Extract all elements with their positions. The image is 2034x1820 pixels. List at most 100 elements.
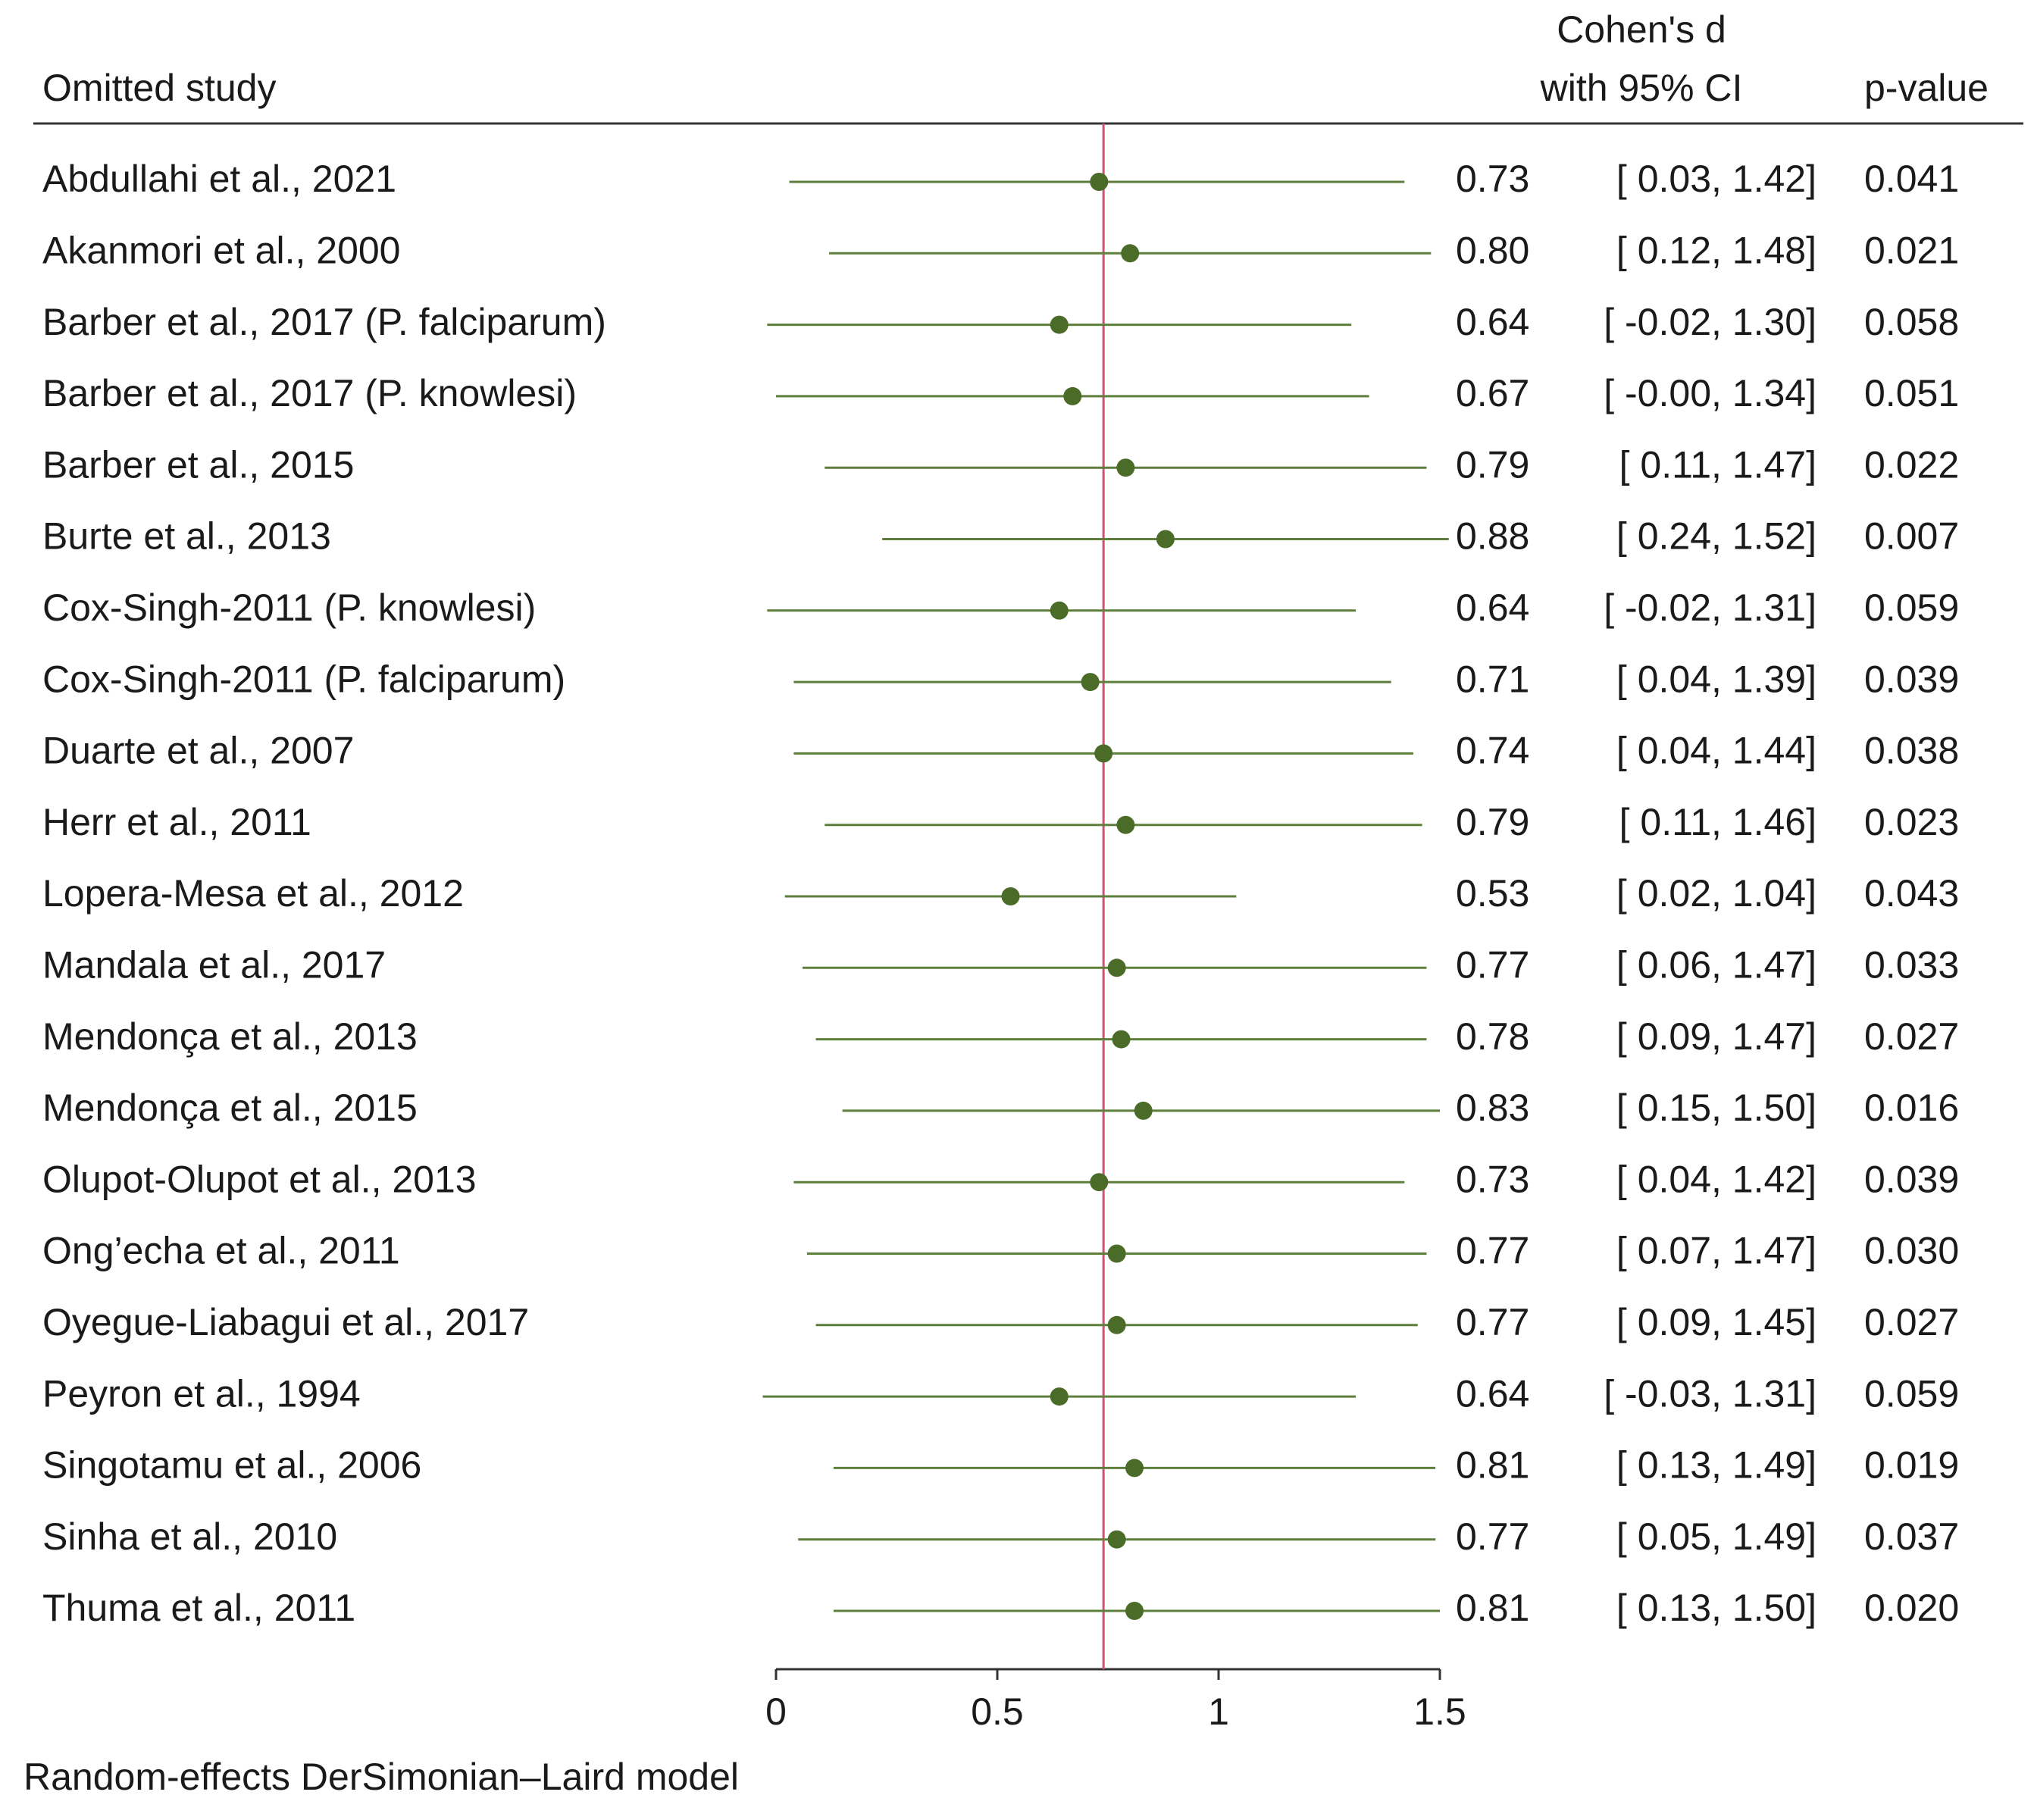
ci-label: [ 0.24, 1.52] <box>1616 515 1817 558</box>
ci-label: [ -0.03, 1.31] <box>1604 1372 1817 1415</box>
x-tick-label: 0.5 <box>971 1690 1024 1733</box>
study-label: Herr et al., 2011 <box>42 801 311 843</box>
study-label: Singotamu et al., 2006 <box>42 1444 421 1487</box>
study-label: Ong’echa et al., 2011 <box>42 1230 400 1272</box>
p-value: 0.039 <box>1864 1158 1959 1200</box>
p-value: 0.007 <box>1864 515 1959 558</box>
point-estimate <box>1125 1459 1144 1478</box>
study-label: Barber et al., 2015 <box>42 443 354 486</box>
point-estimate <box>1050 1387 1069 1406</box>
p-value: 0.051 <box>1864 372 1959 414</box>
p-value: 0.038 <box>1864 730 1959 772</box>
effect-label: 0.81 <box>1456 1444 1529 1487</box>
effect-label: 0.83 <box>1456 1087 1529 1129</box>
p-value: 0.059 <box>1864 586 1959 629</box>
effect-label: 0.77 <box>1456 1230 1529 1272</box>
study-label: Oyegue-Liabagui et al., 2017 <box>42 1301 529 1343</box>
study-label: Barber et al., 2017 (P. knowlesi) <box>42 372 577 414</box>
point-estimate <box>1121 244 1140 263</box>
x-tick-label: 0 <box>765 1690 787 1733</box>
p-value: 0.016 <box>1864 1087 1959 1129</box>
ci-label: [ 0.05, 1.49] <box>1616 1515 1817 1558</box>
effect-label: 0.77 <box>1456 944 1529 987</box>
study-label: Mendonça et al., 2015 <box>42 1087 418 1129</box>
ci-label: [ 0.04, 1.39] <box>1616 658 1817 700</box>
study-label: Burte et al., 2013 <box>42 515 331 558</box>
footer-note: Random-effects DerSimonian–Laird model <box>23 1756 739 1798</box>
effect-label: 0.81 <box>1456 1587 1529 1629</box>
study-label: Mandala et al., 2017 <box>42 944 386 987</box>
column-header: Cohen's d <box>1557 8 1726 51</box>
p-value: 0.027 <box>1864 1301 1959 1343</box>
ci-label: [ 0.04, 1.42] <box>1616 1158 1817 1200</box>
p-value: 0.058 <box>1864 301 1959 343</box>
p-value: 0.021 <box>1864 230 1959 272</box>
study-label: Cox-Singh-2011 (P. knowlesi) <box>42 586 536 629</box>
effect-label: 0.71 <box>1456 658 1529 700</box>
study-label: Peyron et al., 1994 <box>42 1372 361 1415</box>
study-label: Mendonça et al., 2013 <box>42 1015 418 1058</box>
point-estimate <box>1090 173 1109 191</box>
study-label: Duarte et al., 2007 <box>42 730 354 772</box>
ci-label: [ 0.12, 1.48] <box>1616 230 1817 272</box>
ci-label: [ 0.02, 1.04] <box>1616 872 1817 915</box>
study-label: Akanmori et al., 2000 <box>42 230 401 272</box>
p-value: 0.033 <box>1864 944 1959 987</box>
point-estimate <box>1090 1173 1109 1192</box>
x-tick-label: 1.5 <box>1413 1690 1466 1733</box>
p-value: 0.039 <box>1864 658 1959 700</box>
point-estimate <box>1107 1244 1126 1263</box>
effect-label: 0.79 <box>1456 443 1529 486</box>
point-estimate <box>1112 1030 1131 1049</box>
study-label: Lopera-Mesa et al., 2012 <box>42 872 464 915</box>
p-value: 0.023 <box>1864 801 1959 843</box>
study-label: Sinha et al., 2010 <box>42 1515 337 1558</box>
point-estimate <box>1081 673 1100 692</box>
study-label: Olupot-Olupot et al., 2013 <box>42 1158 477 1200</box>
study-label: Cox-Singh-2011 (P. falciparum) <box>42 658 565 700</box>
ci-label: [ 0.11, 1.47] <box>1619 443 1817 486</box>
point-estimate <box>1107 1530 1126 1549</box>
ci-label: [ 0.03, 1.42] <box>1616 158 1817 200</box>
p-value: 0.020 <box>1864 1587 1959 1629</box>
column-header: p-value <box>1864 67 1989 109</box>
ci-label: [ -0.02, 1.31] <box>1604 586 1817 629</box>
effect-label: 0.77 <box>1456 1515 1529 1558</box>
effect-label: 0.64 <box>1456 301 1529 343</box>
p-value: 0.027 <box>1864 1015 1959 1058</box>
p-value: 0.022 <box>1864 443 1959 486</box>
effect-label: 0.80 <box>1456 230 1529 272</box>
effect-label: 0.73 <box>1456 1158 1529 1200</box>
point-estimate <box>1050 315 1069 334</box>
ci-label: [ 0.07, 1.47] <box>1616 1230 1817 1272</box>
point-estimate <box>1001 887 1020 905</box>
column-header: Omitted study <box>42 67 276 109</box>
ci-label: [ 0.11, 1.46] <box>1619 801 1817 843</box>
effect-label: 0.78 <box>1456 1015 1529 1058</box>
point-estimate <box>1050 601 1069 620</box>
p-value: 0.041 <box>1864 158 1959 200</box>
p-value: 0.019 <box>1864 1444 1959 1487</box>
ci-label: [ 0.04, 1.44] <box>1616 730 1817 772</box>
ci-label: [ 0.09, 1.47] <box>1616 1015 1817 1058</box>
p-value: 0.043 <box>1864 872 1959 915</box>
point-estimate <box>1107 1315 1126 1334</box>
effect-label: 0.53 <box>1456 872 1529 915</box>
effect-label: 0.73 <box>1456 158 1529 200</box>
study-label: Barber et al., 2017 (P. falciparum) <box>42 301 606 343</box>
column-header: with 95% CI <box>1540 67 1743 109</box>
point-estimate <box>1134 1101 1153 1120</box>
ci-label: [ 0.09, 1.45] <box>1616 1301 1817 1343</box>
study-label: Abdullahi et al., 2021 <box>42 158 396 200</box>
point-estimate <box>1063 386 1082 405</box>
point-estimate <box>1116 815 1135 834</box>
point-estimate <box>1156 530 1175 549</box>
point-estimate <box>1094 744 1113 763</box>
effect-label: 0.74 <box>1456 730 1529 772</box>
p-value: 0.030 <box>1864 1230 1959 1272</box>
point-estimate <box>1116 458 1135 477</box>
ci-label: [ 0.13, 1.49] <box>1616 1444 1817 1487</box>
p-value: 0.037 <box>1864 1515 1959 1558</box>
effect-label: 0.67 <box>1456 372 1529 414</box>
